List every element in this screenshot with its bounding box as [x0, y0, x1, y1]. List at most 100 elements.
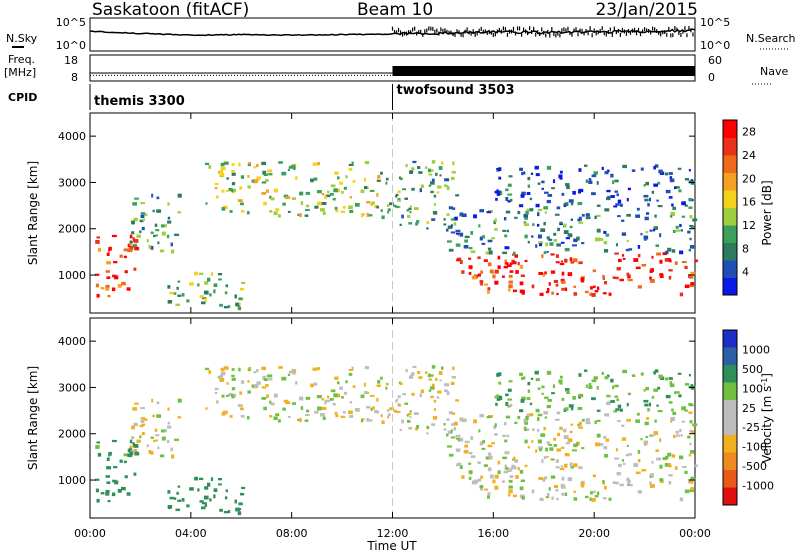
- velocity-echo-cell: [556, 448, 561, 452]
- power-echo-cell: [405, 163, 408, 168]
- power-echo-cell: [310, 178, 314, 183]
- power-colorbar-tick: 8: [742, 242, 749, 255]
- velocity-echo-cell: [670, 416, 675, 421]
- velocity-echo-cell: [288, 370, 294, 374]
- velocity-echo-cell: [153, 439, 156, 443]
- velocity-echo-cell: [544, 396, 549, 399]
- power-echo-cell: [446, 240, 452, 243]
- velocity-echo-cell: [654, 431, 659, 435]
- power-echo-cell: [505, 197, 509, 201]
- power-echo-cell: [132, 202, 137, 206]
- velocity-echo-cell: [690, 487, 695, 491]
- power-echo-cell: [217, 272, 223, 276]
- velocity-echo-cell: [283, 399, 289, 403]
- power-echo-cell: [507, 200, 511, 203]
- velocity-echo-cell: [507, 405, 511, 408]
- velocity-echo-cell: [504, 439, 508, 443]
- power-echo-cell: [496, 189, 499, 194]
- velocity-echo-cell: [238, 508, 242, 511]
- power-echo-cell: [536, 223, 540, 227]
- velocity-echo-cell: [134, 451, 139, 455]
- velocity-echo-cell: [448, 411, 454, 415]
- velocity-echo-cell: [573, 490, 577, 493]
- velocity-echo-cell: [167, 490, 171, 494]
- velocity-echo-cell: [588, 385, 593, 389]
- power-echo-cell: [340, 210, 346, 213]
- power-echo-cell: [560, 260, 564, 263]
- velocity-echo-cell: [228, 392, 233, 397]
- velocity-echo-cell: [335, 393, 341, 398]
- power-echo-cell: [477, 256, 481, 260]
- power-echo-cell: [640, 233, 643, 236]
- power-echo-cell: [439, 174, 442, 177]
- power-echo-cell: [670, 211, 675, 216]
- power-echo-cell: [265, 179, 269, 182]
- velocity-echo-cell: [626, 477, 630, 481]
- velocity-echo-cell: [489, 474, 494, 479]
- power-echo-cell: [519, 204, 524, 208]
- velocity-echo-cell: [649, 481, 652, 485]
- velocity-echo-cell: [300, 406, 304, 411]
- power-echo-cell: [402, 188, 407, 191]
- power-echo-cell: [610, 195, 615, 198]
- velocity-echo-cell: [464, 440, 470, 444]
- power-echo-cell: [348, 167, 353, 171]
- velocity-echo-cell: [690, 384, 694, 388]
- power-echo-cell: [134, 197, 139, 200]
- power-echo-cell: [688, 206, 693, 209]
- power-echo-cell: [424, 166, 428, 169]
- power-echo-cell: [248, 161, 252, 165]
- power-echo-cell: [544, 191, 549, 194]
- velocity-echo-cell: [541, 459, 544, 464]
- power-echo-cell: [287, 168, 291, 172]
- velocity-echo-cell: [152, 414, 155, 418]
- power-echo-cell: [500, 191, 503, 195]
- velocity-echo-cell: [455, 437, 460, 440]
- power-colorbar-swatch: [723, 207, 737, 226]
- power-echo-cell: [538, 243, 543, 247]
- velocity-echo-cell: [314, 410, 319, 414]
- power-echo-cell: [619, 203, 623, 207]
- power-echo-cell: [333, 188, 338, 193]
- power-echo-cell: [594, 215, 597, 220]
- velocity-echo-cell: [679, 428, 682, 433]
- velocity-echo-cell: [649, 402, 652, 407]
- velocity-echo-cell: [419, 393, 422, 398]
- power-echo-cell: [498, 190, 502, 194]
- velocity-echo-cell: [636, 412, 640, 416]
- velocity-echo-cell: [610, 400, 615, 403]
- velocity-echo-cell: [628, 453, 633, 456]
- velocity-echo-cell: [559, 426, 563, 429]
- power-echo-cell: [349, 196, 353, 199]
- power-echo-cell: [512, 289, 517, 293]
- power-echo-cell: [321, 201, 327, 205]
- velocity-echo-cell: [433, 408, 437, 411]
- velocity-echo-cell: [519, 372, 523, 376]
- velocity-echo-cell: [514, 459, 518, 463]
- velocity-echo-cell: [654, 419, 657, 423]
- power-echo-cell: [520, 194, 525, 198]
- power-echo-cell: [649, 229, 653, 232]
- power-echo-cell: [225, 189, 230, 192]
- power-echo-cell: [578, 216, 582, 221]
- power-echo-cell: [560, 241, 565, 244]
- power-echo-cell: [455, 243, 461, 247]
- power-echo-cell: [395, 205, 400, 209]
- power-echo-cell: [366, 200, 371, 204]
- power-echo-cell: [677, 167, 682, 170]
- power-echo-cell: [267, 169, 273, 173]
- velocity-echo-cell: [387, 416, 390, 419]
- power-echo-cell: [494, 190, 497, 194]
- velocity-echo-cell: [225, 489, 228, 493]
- nave-tick-bottom: 0: [708, 71, 715, 84]
- velocity-echo-cell: [487, 467, 492, 472]
- velocity-echo-cell: [589, 497, 592, 501]
- power-echo-cell: [360, 189, 365, 194]
- velocity-echo-cell: [508, 489, 513, 494]
- velocity-echo-cell: [417, 371, 421, 374]
- power-echo-cell: [559, 263, 565, 266]
- velocity-echo-cell: [285, 401, 291, 405]
- power-echo-cell: [223, 161, 229, 165]
- power-echo-cell: [204, 298, 207, 303]
- velocity-echo-cell: [555, 459, 559, 463]
